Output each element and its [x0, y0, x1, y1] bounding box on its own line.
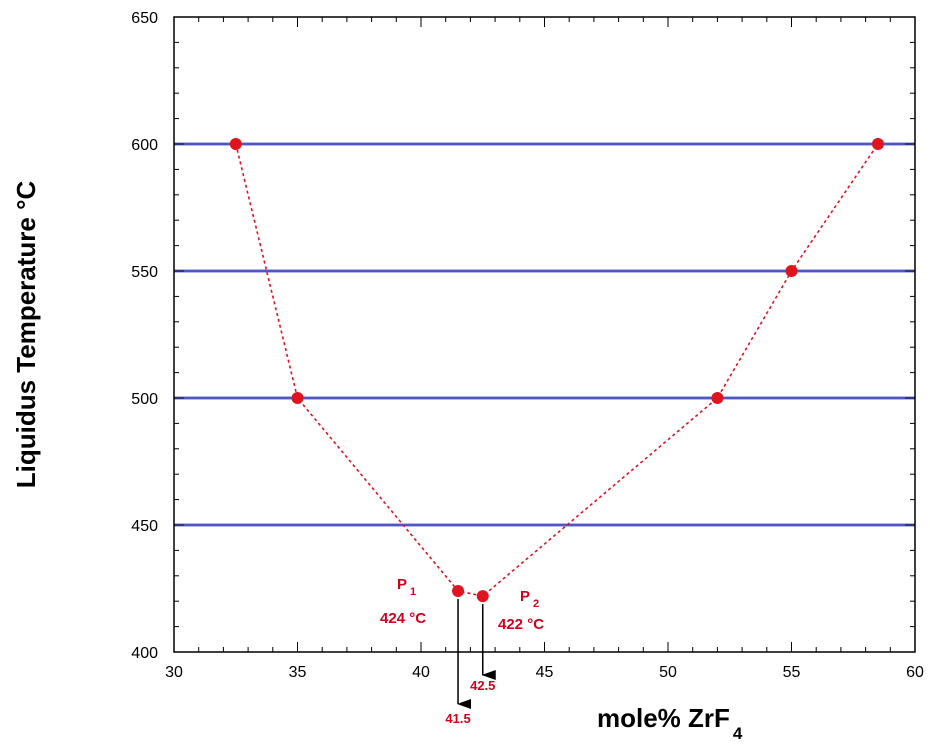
- x-tick-label: 60: [906, 664, 924, 681]
- series-line: [235, 143, 879, 597]
- data-point: [871, 138, 884, 150]
- data-point: [476, 590, 489, 603]
- data-point: [785, 265, 798, 277]
- y-axis-title: Liquidus Temperature °C: [11, 181, 41, 489]
- x-tick-label: 45: [536, 664, 554, 681]
- x-tick-label: 55: [783, 664, 801, 681]
- y-tick-label: 650: [131, 10, 158, 27]
- y-tick-label: 600: [131, 137, 158, 154]
- x-tick-label: 30: [165, 664, 183, 681]
- point-label: P: [397, 576, 407, 593]
- point-label-subscript: 2: [533, 598, 539, 610]
- x-axis-title: mole% ZrF4: [597, 703, 743, 742]
- point-label-subscript: 1: [410, 586, 416, 598]
- data-point: [711, 392, 724, 404]
- point-temperature-label: 422 °C: [498, 616, 544, 633]
- tick-layer: 30 35 40 45 50 55 60 400 450 500 550 600 650: [131, 10, 924, 681]
- x-axis-title-main: mole% ZrF: [597, 703, 730, 733]
- x-axis-title-subscript: 4: [733, 724, 743, 742]
- data-point: [452, 585, 465, 598]
- y-tick-label: 400: [131, 645, 158, 662]
- arrow-label: 41.5: [445, 711, 470, 726]
- x-tick-label: 50: [659, 664, 677, 681]
- arrow-layer: 41.5 42.5: [445, 599, 496, 726]
- plot-frame: [173, 16, 916, 653]
- y-tick-label: 500: [131, 391, 158, 408]
- isotherm-layer: [174, 142, 915, 527]
- x-tick-label: 40: [412, 664, 430, 681]
- arrow-label: 42.5: [470, 678, 495, 693]
- point-label: P: [520, 588, 530, 605]
- point-temperature-label: 424 °C: [380, 610, 426, 627]
- data-point: [229, 138, 242, 150]
- series-layer: [229, 138, 884, 603]
- data-point: [291, 392, 304, 404]
- y-tick-label: 550: [131, 264, 158, 281]
- y-tick-label: 450: [131, 518, 158, 535]
- x-tick-label: 35: [289, 664, 307, 681]
